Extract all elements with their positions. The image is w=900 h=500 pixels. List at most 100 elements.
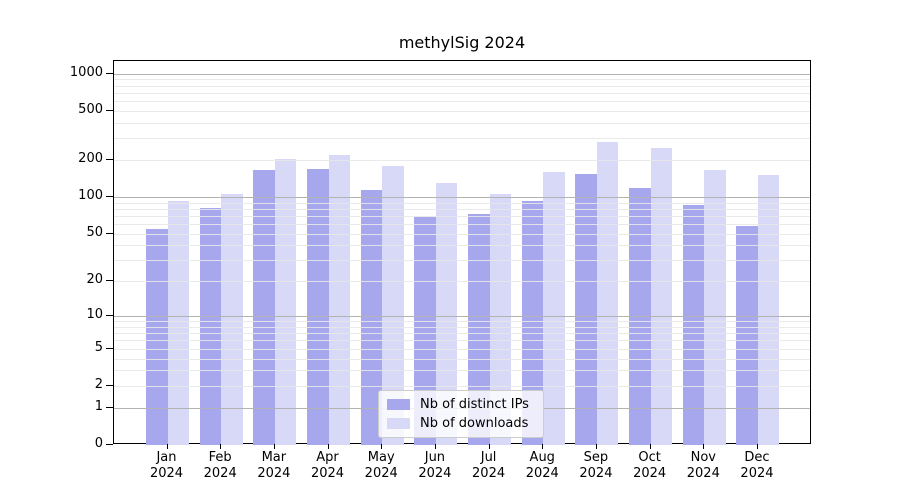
- plot-area: [113, 60, 811, 445]
- gridline-minor: [114, 233, 810, 235]
- gridline-minor: [114, 321, 810, 323]
- legend: Nb of distinct IPs Nb of downloads: [378, 390, 544, 438]
- bar-downloads-jun: [435, 183, 458, 445]
- bar-distinct-ips-jun: [414, 216, 436, 445]
- x-axis-tick: [434, 444, 436, 449]
- x-tick-label-aug: Aug 2024: [510, 450, 574, 481]
- gridline-minor: [114, 122, 810, 124]
- x-axis-tick: [273, 444, 275, 449]
- gridline-minor: [114, 358, 810, 360]
- x-tick-label-sep: Sep 2024: [564, 450, 628, 481]
- gridline-minor: [114, 224, 810, 226]
- x-tick-month: Jul: [480, 450, 497, 465]
- y-tick-label: 5: [94, 339, 103, 355]
- x-tick-month: Jun: [424, 450, 446, 465]
- x-tick-label-feb: Feb 2024: [188, 450, 252, 481]
- y-axis-tick: [106, 384, 113, 386]
- gridline-minor: [114, 92, 810, 94]
- bar-distinct-ips-aug: [521, 200, 544, 445]
- x-axis-tick: [703, 444, 705, 449]
- x-tick-year: 2024: [257, 465, 291, 481]
- x-tick-month: Aug: [529, 450, 555, 465]
- bar-downloads-sep: [596, 141, 619, 445]
- gridline-minor: [114, 159, 810, 161]
- x-axis-tick: [756, 444, 758, 449]
- bar-distinct-ips-apr: [307, 168, 329, 445]
- x-tick-month: Sep: [583, 450, 609, 465]
- legend-label: Nb of downloads: [420, 416, 529, 431]
- x-axis-tick: [220, 444, 222, 449]
- gridline-minor: [114, 138, 810, 140]
- gridline-minor: [114, 385, 810, 387]
- gridline-minor: [114, 333, 810, 335]
- x-tick-month: Dec: [744, 450, 770, 465]
- x-tick-label-may: May 2024: [349, 450, 413, 481]
- bar-distinct-ips-nov: [682, 204, 705, 445]
- x-tick-year: 2024: [686, 465, 720, 481]
- bar-downloads-may: [382, 166, 404, 445]
- gridline-minor: [114, 85, 810, 87]
- x-tick-label-apr: Apr 2024: [296, 450, 360, 481]
- legend-swatch-downloads: [387, 418, 410, 429]
- y-axis-tick: [106, 347, 113, 349]
- x-tick-label-jul: Jul 2024: [457, 450, 521, 481]
- y-axis-tick: [106, 406, 113, 408]
- gridline-major: [114, 73, 810, 75]
- bar-downloads-apr: [328, 155, 351, 445]
- gridline-major: [114, 196, 810, 198]
- y-axis-tick: [106, 232, 113, 234]
- bar-downloads-feb: [221, 194, 243, 445]
- y-tick-label: 200: [78, 150, 103, 166]
- y-tick-label: 2: [94, 376, 103, 392]
- bar-distinct-ips-feb: [199, 208, 222, 445]
- bar-distinct-ips-dec: [736, 225, 758, 445]
- x-tick-month: Apr: [316, 450, 339, 465]
- x-axis-tick: [595, 444, 597, 449]
- x-tick-label-dec: Dec 2024: [725, 450, 789, 481]
- y-axis-tick: [106, 195, 113, 197]
- gridline-minor: [114, 340, 810, 342]
- y-tick-label: 50: [86, 224, 103, 240]
- x-axis-tick: [542, 444, 544, 449]
- bar-distinct-ips-mar: [253, 169, 275, 445]
- x-tick-year: 2024: [633, 465, 667, 481]
- x-axis-tick: [166, 444, 168, 449]
- bar-downloads-dec: [757, 175, 780, 445]
- bar-distinct-ips-jan: [146, 228, 168, 445]
- gridline-minor: [114, 348, 810, 350]
- bar-distinct-ips-jul: [468, 214, 490, 445]
- legend-swatch-distinct-ips: [387, 399, 410, 410]
- x-tick-year: 2024: [525, 465, 559, 481]
- bar-downloads-jan: [167, 201, 189, 445]
- gridline-minor: [114, 202, 810, 204]
- bar-downloads-nov: [704, 169, 726, 445]
- bar-downloads-aug: [543, 171, 565, 445]
- x-axis-tick: [649, 444, 651, 449]
- x-tick-year: 2024: [579, 465, 613, 481]
- x-tick-month: May: [367, 450, 395, 465]
- gridline-minor: [114, 208, 810, 210]
- gridline-minor: [114, 326, 810, 328]
- x-tick-month: Oct: [638, 450, 661, 465]
- x-tick-month: Nov: [690, 450, 716, 465]
- gridline-minor: [114, 110, 810, 112]
- x-tick-year: 2024: [418, 465, 452, 481]
- x-tick-label-mar: Mar 2024: [242, 450, 306, 481]
- chart-title: methylSig 2024: [398, 33, 526, 52]
- x-tick-label-nov: Nov 2024: [671, 450, 735, 481]
- legend-item-downloads: Nb of downloads: [387, 416, 535, 431]
- y-tick-label: 20: [86, 272, 103, 288]
- gridline-minor: [114, 101, 810, 103]
- bar-downloads-oct: [650, 148, 673, 445]
- y-tick-label: 100: [78, 187, 103, 203]
- y-axis-tick: [106, 109, 113, 111]
- x-tick-year: 2024: [740, 465, 774, 481]
- gridline-minor: [114, 281, 810, 283]
- gridline-major: [114, 316, 810, 318]
- y-tick-label: 1000: [69, 64, 103, 80]
- legend-label: Nb of distinct IPs: [420, 397, 529, 412]
- x-axis-tick: [327, 444, 329, 449]
- bar-distinct-ips-sep: [575, 173, 597, 445]
- x-tick-label-jun: Jun 2024: [403, 450, 467, 481]
